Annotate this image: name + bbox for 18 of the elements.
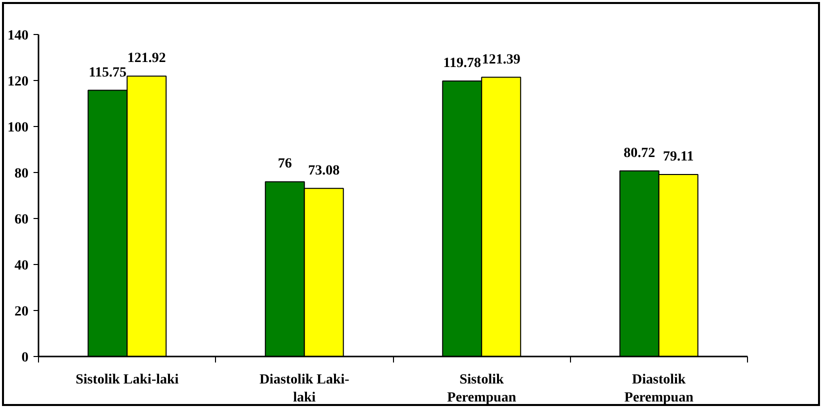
y-tick-label: 140: [8, 28, 28, 44]
data-label: 121.92: [127, 51, 166, 66]
x-tick-label: Diastolik Laki- laki: [259, 372, 350, 406]
y-tick-label: 20: [14, 304, 28, 320]
x-tick-label: Sistolik Laki-laki: [76, 372, 179, 388]
y-tick-label: 120: [8, 74, 28, 90]
y-tick-label: 100: [8, 120, 28, 136]
data-label: 80.72: [624, 146, 656, 161]
data-label: 119.78: [443, 56, 481, 72]
y-tick-label: 40: [14, 258, 28, 274]
y-tick-label: 80: [14, 166, 28, 182]
data-label: 79.11: [663, 150, 694, 165]
data-label: 121.39: [482, 52, 520, 68]
data-label: 76: [278, 156, 292, 172]
y-tick-label: 60: [14, 212, 28, 228]
y-tick-label: 0: [22, 350, 28, 366]
data-label: 115.75: [88, 65, 126, 80]
data-label: 73.08: [308, 163, 340, 178]
